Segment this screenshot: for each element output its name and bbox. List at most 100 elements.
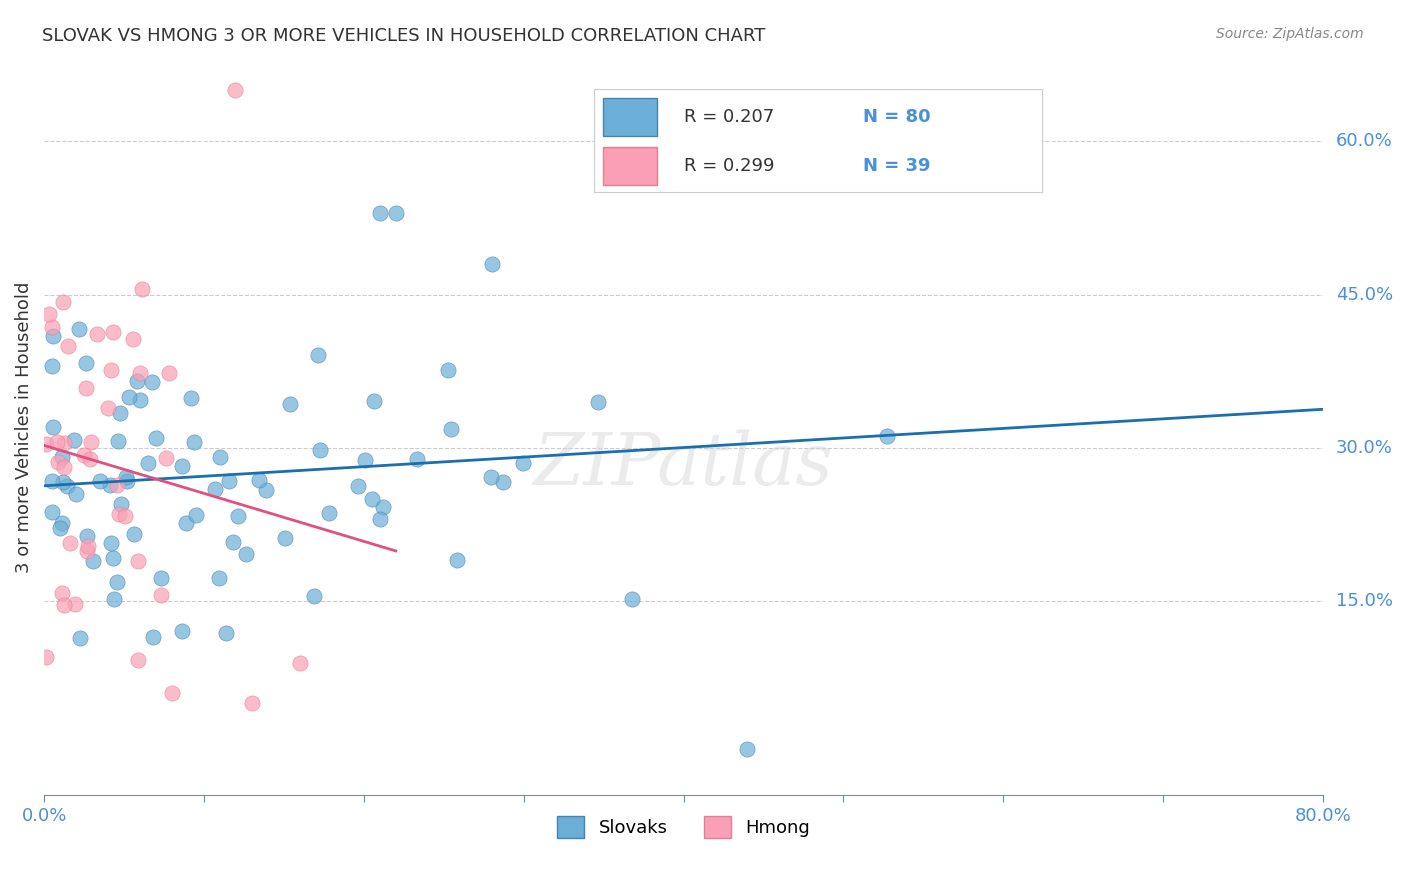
Point	[101, 326, 124, 340]
Legend: Slovaks, Hmong: Slovaks, Hmong	[550, 809, 817, 846]
Point	[108, 406, 131, 420]
Text: 45.0%: 45.0%	[1336, 285, 1393, 303]
Point	[218, 474, 240, 488]
Point	[142, 631, 165, 645]
Point	[215, 625, 238, 640]
Text: SLOVAK VS HMONG 3 OR MORE VEHICLES IN HOUSEHOLD CORRELATION CHART: SLOVAK VS HMONG 3 OR MORE VEHICLES IN HO…	[42, 27, 765, 45]
Point	[103, 592, 125, 607]
Point	[76, 529, 98, 543]
Point	[41, 505, 63, 519]
Point	[75, 380, 97, 394]
Point	[235, 547, 257, 561]
Text: ZIPatlas: ZIPatlas	[534, 429, 834, 500]
Point	[363, 393, 385, 408]
Point	[52, 598, 75, 612]
Point	[361, 492, 384, 507]
Point	[226, 509, 249, 524]
Point	[45, 434, 67, 449]
Point	[101, 551, 124, 566]
Y-axis label: 3 or more Vehicles in Household: 3 or more Vehicles in Household	[15, 282, 32, 574]
Point	[406, 452, 429, 467]
Point	[183, 435, 205, 450]
Point	[446, 552, 468, 566]
Point	[110, 498, 132, 512]
Point	[155, 450, 177, 465]
Point	[440, 422, 463, 436]
Point	[309, 443, 332, 458]
Text: 15.0%: 15.0%	[1336, 592, 1393, 610]
Point	[38, 307, 60, 321]
Point	[98, 477, 121, 491]
Point	[77, 539, 100, 553]
Point	[65, 487, 87, 501]
Point	[273, 531, 295, 545]
Point	[76, 544, 98, 558]
Point	[108, 507, 131, 521]
Point	[592, 134, 614, 148]
Point	[107, 434, 129, 448]
Point	[67, 322, 90, 336]
Point	[207, 571, 229, 585]
Point	[876, 429, 898, 443]
Point	[105, 478, 128, 492]
Text: Source: ZipAtlas.com: Source: ZipAtlas.com	[1216, 27, 1364, 41]
Point	[222, 535, 245, 549]
Point	[114, 470, 136, 484]
Point	[481, 257, 503, 271]
Point	[75, 356, 97, 370]
Point	[247, 473, 270, 487]
Point	[128, 366, 150, 380]
Point	[512, 456, 534, 470]
Point	[80, 435, 103, 450]
Point	[131, 281, 153, 295]
Point	[737, 742, 759, 756]
Point	[141, 376, 163, 390]
Point	[368, 206, 391, 220]
Point	[150, 571, 173, 585]
Point	[180, 391, 202, 405]
Point	[59, 535, 82, 549]
Point	[492, 475, 515, 489]
Point	[122, 527, 145, 541]
Point	[209, 450, 232, 464]
Point	[53, 436, 76, 450]
Point	[63, 597, 86, 611]
Point	[371, 500, 394, 514]
Point	[186, 508, 208, 523]
Point	[318, 506, 340, 520]
Point	[122, 332, 145, 346]
Point	[114, 509, 136, 524]
Point	[52, 475, 75, 490]
Point	[105, 574, 128, 589]
Point	[56, 339, 79, 353]
Point	[586, 395, 609, 409]
Point	[69, 632, 91, 646]
Point	[49, 521, 72, 535]
Point	[82, 554, 104, 568]
Point	[41, 319, 63, 334]
Point	[56, 479, 79, 493]
Point	[86, 326, 108, 341]
Point	[302, 590, 325, 604]
Point	[41, 475, 63, 489]
Point	[41, 420, 63, 434]
Point	[41, 359, 63, 374]
Point	[46, 454, 69, 468]
Point	[128, 393, 150, 408]
Point	[89, 474, 111, 488]
Point	[240, 697, 263, 711]
Point	[42, 329, 65, 343]
Point	[204, 482, 226, 496]
Point	[79, 452, 101, 467]
Point	[118, 390, 141, 404]
Point	[127, 554, 149, 568]
Point	[115, 474, 138, 488]
Point	[100, 363, 122, 377]
Point	[127, 374, 149, 388]
Point	[51, 450, 73, 464]
Point	[307, 348, 329, 362]
Point	[136, 456, 159, 470]
Text: 60.0%: 60.0%	[1336, 132, 1392, 151]
Point	[354, 452, 377, 467]
Point	[97, 401, 120, 415]
